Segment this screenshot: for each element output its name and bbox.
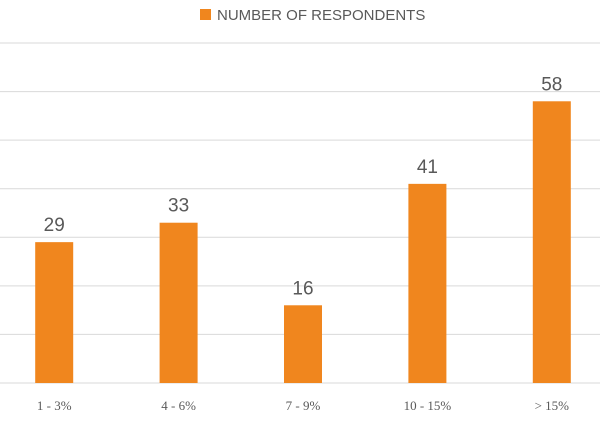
value-label: 41 xyxy=(417,157,438,178)
value-label: 29 xyxy=(44,215,65,236)
bar xyxy=(408,183,447,383)
x-tick-label: 4 - 6% xyxy=(161,398,196,413)
bar xyxy=(35,242,74,383)
bar xyxy=(284,305,322,383)
x-tick-label: 7 - 9% xyxy=(286,398,321,413)
bar xyxy=(159,222,198,383)
legend-label: NUMBER OF RESPONDENTS xyxy=(217,7,425,24)
x-tick-label: > 15% xyxy=(535,398,570,413)
value-label: 16 xyxy=(292,278,313,299)
value-label: 58 xyxy=(541,74,562,95)
x-tick-label: 1 - 3% xyxy=(37,398,72,413)
x-tick-label: 10 - 15% xyxy=(404,398,452,413)
bar xyxy=(532,101,571,384)
legend-swatch xyxy=(200,9,211,20)
value-label: 33 xyxy=(168,196,189,217)
